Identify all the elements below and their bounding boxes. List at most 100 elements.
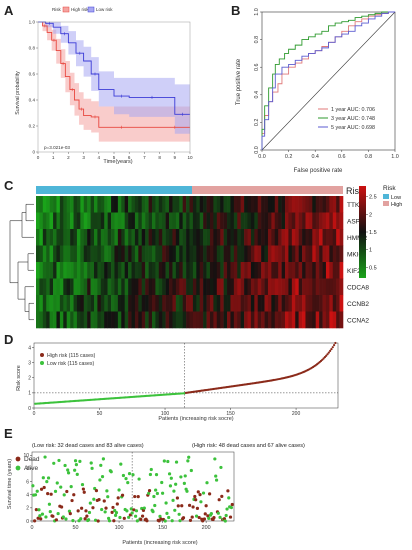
heatmap-cell <box>189 229 194 246</box>
heatmap-cell <box>114 229 119 246</box>
heatmap-cell <box>261 295 265 312</box>
heatmap-cell <box>322 295 327 312</box>
heatmap-cell <box>192 262 197 279</box>
survival-point-dead <box>193 494 197 499</box>
heatmap-cell <box>100 196 105 213</box>
heatmap-cell <box>244 245 248 263</box>
panel-e-label: E <box>4 426 13 441</box>
heatmap-cell <box>186 311 190 329</box>
heatmap-cell <box>124 245 129 263</box>
heatmap-cell <box>121 212 125 230</box>
heatmap-cell <box>196 262 201 279</box>
heatmap-cell <box>107 229 112 246</box>
heatmap-cell <box>70 196 74 213</box>
heatmap-cell <box>288 196 293 213</box>
heatmap-cell <box>56 245 61 263</box>
roc-ytick-label: 0.6 <box>254 63 260 71</box>
km-legend-low-label: Low risk <box>96 7 113 12</box>
heatmap-cell <box>53 278 57 296</box>
heatmap-cell <box>281 311 286 329</box>
survival-point-alive <box>41 476 45 480</box>
heatmap-cell <box>305 295 310 312</box>
heatmap-cell <box>186 196 190 213</box>
heatmap-cell <box>107 196 112 213</box>
heatmap-cell <box>87 212 91 230</box>
heatmap-cell <box>121 278 125 296</box>
heatmap-cell <box>175 311 180 329</box>
survival-point-dead <box>60 505 64 509</box>
risk-score-xtick-label: 150 <box>226 411 235 417</box>
heatmap-cell <box>233 245 238 263</box>
heatmap-cell <box>271 278 276 296</box>
heatmap-cell <box>124 262 129 279</box>
roc-xtick-label: 0.2 <box>285 154 293 160</box>
heatmap-cell <box>117 262 122 279</box>
survival-point-alive <box>161 491 165 495</box>
heatmap-cell <box>285 262 289 279</box>
survival-point-alive <box>59 485 63 489</box>
risk-score-xtick-label: 50 <box>97 411 103 417</box>
heatmap-cell <box>261 245 265 263</box>
survival-point-alive <box>183 474 187 478</box>
heatmap-cell <box>93 229 98 246</box>
survival-status-xtick-label: 100 <box>115 525 124 531</box>
heatmap-cell <box>233 311 238 329</box>
heatmap-cell <box>329 262 334 279</box>
survival-point-alive <box>64 517 68 521</box>
survival-status-xtick-label: 200 <box>202 525 211 531</box>
heatmap-cell <box>87 311 91 329</box>
heatmap-cell <box>322 311 327 329</box>
heatmap-cell <box>192 245 197 263</box>
heatmap-cell <box>312 262 317 279</box>
heatmap-cell <box>107 212 112 230</box>
heatmap-cell <box>199 278 204 296</box>
heatmap-cell <box>220 262 224 279</box>
heatmap-cell <box>138 245 143 263</box>
risk-score-legend-high: High risk (115 cases) <box>47 353 96 359</box>
heatmap-cell <box>267 212 272 230</box>
roc-ytick-label: 1.0 <box>254 8 260 16</box>
heatmap-cell <box>312 212 317 230</box>
heatmap-cell <box>73 212 78 230</box>
colorbar-tick-label: 2 <box>369 212 372 218</box>
heatmap-cell <box>199 212 204 230</box>
heatmap-cell <box>336 212 340 230</box>
survival-point-dead <box>39 517 43 521</box>
heatmap-cell <box>332 229 337 246</box>
heatmap-row-labels: TTK ASPM HMMR MKI67 KIF2C CDCA8 CCNB2 CCNA2 <box>347 202 369 325</box>
heatmap-cell <box>332 196 337 213</box>
heatmap-cell <box>131 295 136 312</box>
heatmap-cell <box>70 229 74 246</box>
km-xtick-label: 1 <box>52 155 55 160</box>
heatmap-cell <box>66 196 71 213</box>
risk-score-axes: 0 50 100 150 200 0 1 2 3 4 <box>28 342 339 417</box>
heatmap-cell <box>179 245 183 263</box>
km-legend-low-swatch <box>87 6 95 13</box>
heatmap-cell <box>237 311 241 329</box>
heatmap-cell <box>288 295 293 312</box>
heatmap-cell <box>53 262 57 279</box>
km-ytick-label: 0.2 <box>29 124 36 129</box>
heatmap-cell <box>298 229 303 246</box>
heatmap-cell <box>244 278 248 296</box>
heatmap-cell <box>223 212 228 230</box>
survival-point-alive <box>199 500 203 504</box>
heatmap-cell <box>203 278 207 296</box>
heatmap-cell <box>308 212 313 230</box>
heatmap-cell <box>319 229 323 246</box>
risk-legend-title: Risk <box>383 185 396 192</box>
survival-point-dead <box>36 516 40 520</box>
survival-point-alive <box>117 488 121 492</box>
heatmap-cell <box>46 245 50 263</box>
survival-point-alive <box>187 455 191 459</box>
heatmap-cell <box>209 278 214 296</box>
heatmap-cell <box>315 311 320 329</box>
heatmap-cell <box>288 262 293 279</box>
heatmap-cell <box>223 229 228 246</box>
heatmap-cell <box>315 229 320 246</box>
heatmap-cell <box>83 262 88 279</box>
roc-curves <box>261 11 395 150</box>
roc-ytick-label: 0.0 <box>254 146 260 154</box>
heatmap-cell <box>250 311 255 329</box>
heatmap-cell <box>319 311 323 329</box>
